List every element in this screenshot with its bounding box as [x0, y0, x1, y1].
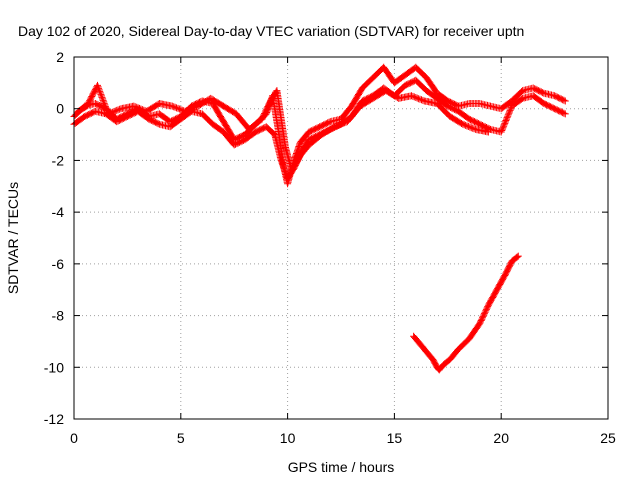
series-track-d [410, 252, 522, 374]
x-tick-label: 20 [493, 430, 509, 446]
y-tick-label: -12 [44, 411, 64, 427]
series-track-c [74, 81, 492, 175]
x-tick-label: 0 [70, 430, 78, 446]
y-tick-label: -8 [52, 308, 65, 324]
series-markers [410, 252, 522, 374]
y-tick-label: 0 [56, 101, 64, 117]
chart-title: Day 102 of 2020, Sidereal Day-to-day VTE… [18, 23, 524, 39]
x-tick-label: 10 [280, 430, 296, 446]
y-tick-label: -2 [52, 152, 65, 168]
x-tick-label: 5 [177, 430, 185, 446]
y-tick-label: -10 [44, 359, 64, 375]
plot-area [74, 57, 608, 419]
x-tick-label: 25 [600, 430, 616, 446]
x-tick-label: 15 [387, 430, 403, 446]
series-markers [74, 81, 492, 175]
grid [74, 57, 608, 419]
plot-border [73, 56, 609, 420]
y-tick-label: 2 [56, 49, 64, 65]
y-tick-label: -4 [52, 204, 65, 220]
x-axis-label: GPS time / hours [288, 459, 395, 475]
y-axis-label: SDTVAR / TECUs [5, 182, 21, 294]
y-tick-label: -6 [52, 256, 65, 272]
